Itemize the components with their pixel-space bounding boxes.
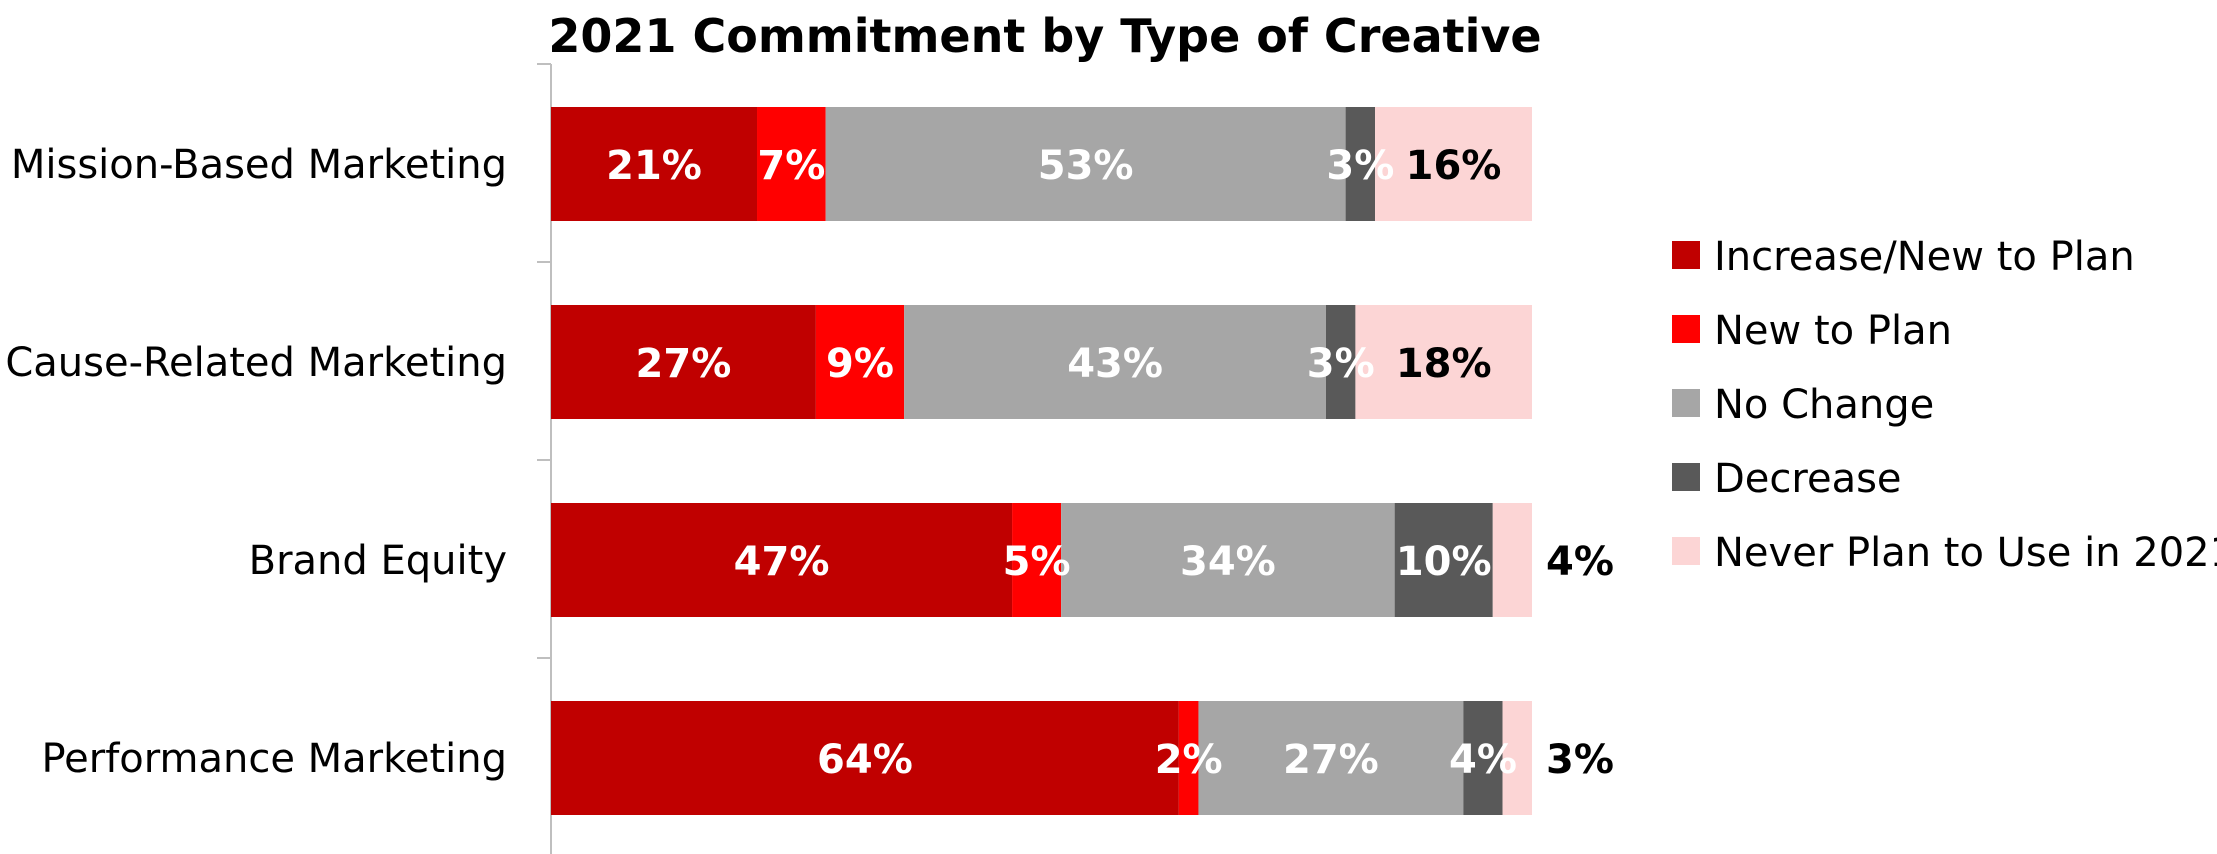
legend-label: Never Plan to Use in 2021: [1714, 530, 2217, 576]
bar-segment: [1375, 107, 1532, 221]
data-label: 3%: [1546, 737, 1614, 783]
data-label: 27%: [1283, 737, 1379, 783]
legend-label: No Change: [1714, 382, 1934, 428]
bar-segment: [1061, 503, 1395, 617]
chart-title: 2021 Commitment by Type of Creative: [548, 9, 1541, 63]
data-label: 3%: [1326, 143, 1394, 189]
data-label: 16%: [1406, 143, 1502, 189]
data-label: 10%: [1396, 539, 1492, 585]
data-label: 5%: [1003, 539, 1071, 585]
bar-segment: [1178, 701, 1199, 815]
bar-segment: [1502, 701, 1532, 815]
legend-swatch: [1672, 241, 1700, 269]
legend-swatch: [1672, 389, 1700, 417]
data-label: 21%: [606, 143, 702, 189]
data-label: 53%: [1038, 143, 1134, 189]
data-label: 47%: [734, 539, 830, 585]
bar-segment: [825, 107, 1346, 221]
data-label: 34%: [1180, 539, 1276, 585]
data-label: 2%: [1155, 737, 1223, 783]
data-label: 4%: [1449, 737, 1517, 783]
data-label: 9%: [826, 341, 894, 387]
bar-segment: [1463, 701, 1503, 815]
bar-segment: [1355, 305, 1532, 419]
bar-segment: [1198, 701, 1464, 815]
category-label: Cause-Related Marketing: [5, 340, 507, 386]
legend-swatch: [1672, 537, 1700, 565]
bar-segment: [551, 305, 816, 419]
legend-swatch: [1672, 463, 1700, 491]
bar-segment: [551, 107, 758, 221]
legend-label: New to Plan: [1714, 308, 1952, 354]
bar-segment: [1345, 107, 1376, 221]
data-label: 3%: [1307, 341, 1375, 387]
category-label: Brand Equity: [249, 538, 507, 584]
data-label: 4%: [1546, 539, 1614, 585]
legend-swatch: [1672, 315, 1700, 343]
data-label: 18%: [1396, 341, 1492, 387]
bar-segment: [1325, 305, 1356, 419]
legend-label: Decrease: [1714, 456, 1902, 502]
legend-label: Increase/New to Plan: [1714, 234, 2135, 280]
bar-segment: [551, 701, 1179, 815]
data-label: 27%: [636, 341, 732, 387]
data-label: 7%: [757, 143, 825, 189]
bar-segment: [1394, 503, 1493, 617]
bar-segment: [757, 107, 826, 221]
bar-segment: [1012, 503, 1062, 617]
category-label: Performance Marketing: [41, 736, 507, 782]
category-label: Mission-Based Marketing: [11, 142, 507, 188]
data-label: 64%: [817, 737, 913, 783]
data-label: 43%: [1067, 341, 1163, 387]
bar-segment: [551, 503, 1013, 617]
bar-segment: [815, 305, 905, 419]
bar-segment: [1492, 503, 1532, 617]
bar-segment: [904, 305, 1326, 419]
